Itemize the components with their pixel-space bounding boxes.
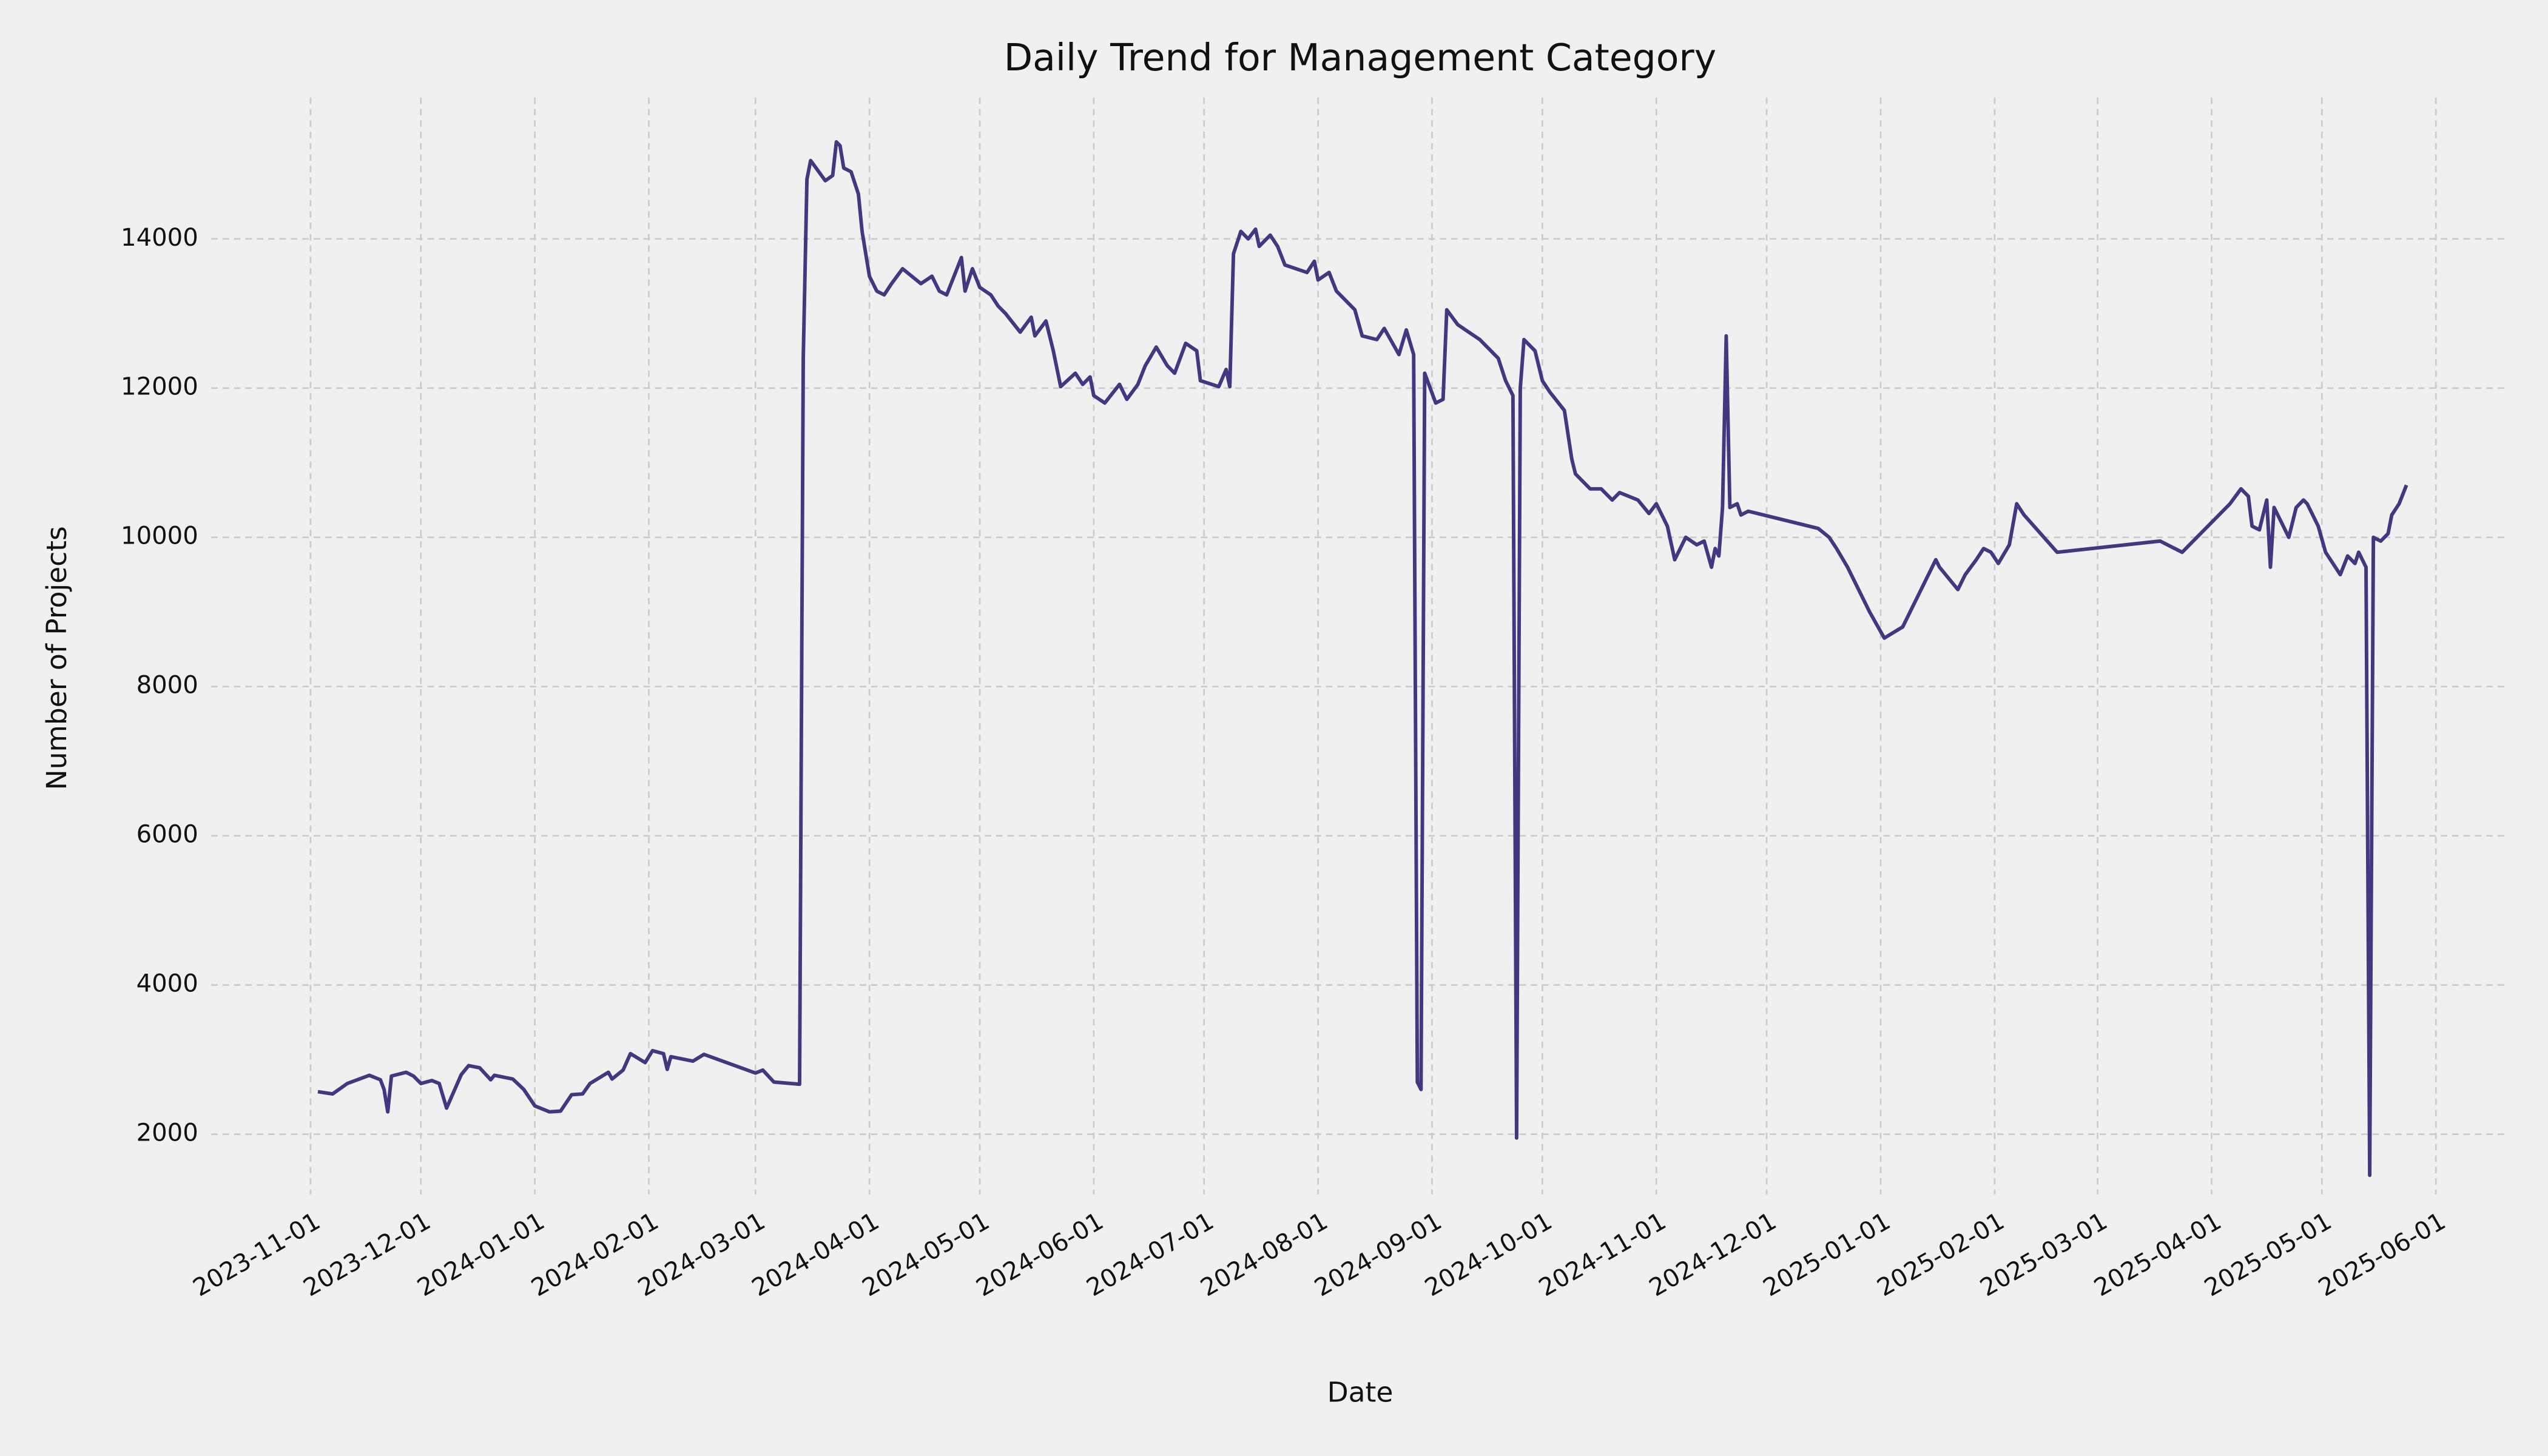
y-axis-label: Number of Projects <box>41 526 73 790</box>
chart-title: Daily Trend for Management Category <box>1004 36 1717 79</box>
y-tick-label: 10000 <box>121 522 198 550</box>
y-tick-label: 12000 <box>121 373 198 401</box>
data-line <box>317 140 2408 1178</box>
y-tick-label: 6000 <box>136 821 198 849</box>
x-axis-label: Date <box>1327 1377 1394 1409</box>
y-tick-label: 8000 <box>136 672 198 699</box>
y-tick-label: 2000 <box>136 1119 198 1147</box>
y-tick-label: 14000 <box>121 224 198 252</box>
y-tick-label: 4000 <box>136 970 198 998</box>
